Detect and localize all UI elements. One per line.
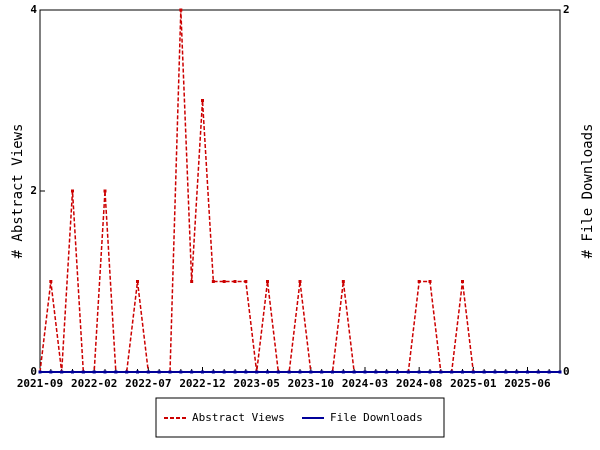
y-tick-label: 0 xyxy=(30,365,37,378)
point xyxy=(504,370,508,374)
point xyxy=(233,370,237,374)
point xyxy=(515,370,519,374)
point xyxy=(190,280,194,283)
point xyxy=(461,370,464,374)
point xyxy=(49,370,53,374)
point xyxy=(201,99,204,102)
point xyxy=(406,370,410,374)
point xyxy=(136,280,139,283)
point xyxy=(71,370,74,374)
point xyxy=(125,370,129,374)
series-line xyxy=(39,9,560,373)
point xyxy=(396,370,399,374)
point xyxy=(233,280,237,283)
y2-tick-label: 0 xyxy=(563,365,570,378)
point xyxy=(461,280,464,283)
point xyxy=(374,370,378,374)
point xyxy=(439,370,443,374)
x-tick-label: 2023-10 xyxy=(288,377,334,390)
point xyxy=(168,370,172,374)
point xyxy=(146,370,150,374)
x-tick-label: 2022-02 xyxy=(71,377,117,390)
plot-frame xyxy=(39,9,561,373)
point xyxy=(276,370,280,374)
point xyxy=(385,370,389,374)
point xyxy=(179,370,183,374)
point xyxy=(547,370,551,374)
point xyxy=(266,370,269,374)
x-tick-label: 2024-03 xyxy=(342,377,388,390)
point xyxy=(190,370,194,374)
point xyxy=(341,370,345,374)
point xyxy=(103,370,107,374)
x-tick-label: 2021-09 xyxy=(17,377,63,390)
point xyxy=(222,370,226,374)
point xyxy=(493,370,497,374)
point xyxy=(331,370,334,374)
point xyxy=(179,8,183,12)
point xyxy=(341,280,345,283)
point xyxy=(211,370,215,374)
point xyxy=(417,280,421,283)
point xyxy=(417,370,421,374)
point xyxy=(157,370,161,374)
point xyxy=(60,370,64,374)
point xyxy=(211,280,215,283)
point xyxy=(450,370,454,374)
y-tick-label: 4 xyxy=(30,3,37,16)
x-tick-label: 2024-08 xyxy=(396,377,442,390)
point xyxy=(320,370,324,374)
point xyxy=(222,280,226,283)
point xyxy=(536,370,540,374)
point xyxy=(38,370,42,374)
point xyxy=(71,189,74,193)
x-tick-label: 2025-01 xyxy=(450,377,497,390)
point xyxy=(428,370,432,374)
point xyxy=(352,370,356,374)
point xyxy=(244,280,248,283)
y-axis-title: # Abstract Views xyxy=(10,124,26,259)
point xyxy=(201,370,204,374)
x-tick-label: 2025-06 xyxy=(504,377,551,390)
y2-axis-title: # File Downloads xyxy=(580,124,596,259)
point xyxy=(114,370,118,374)
point xyxy=(471,370,475,374)
point xyxy=(136,370,139,374)
legend-label: Abstract Views xyxy=(192,411,285,424)
point xyxy=(363,370,367,374)
legend-box xyxy=(155,397,445,438)
point xyxy=(558,370,562,374)
point xyxy=(49,280,53,283)
point xyxy=(298,370,302,374)
y2-tick-label: 2 xyxy=(563,3,570,16)
point xyxy=(482,370,486,374)
y-tick-label: 2 xyxy=(30,184,37,197)
point xyxy=(526,370,529,374)
x-tick-label: 2023-05 xyxy=(233,377,279,390)
x-tick-label: 2022-12 xyxy=(179,377,225,390)
point xyxy=(287,370,291,374)
x-tick-label: 2022-07 xyxy=(125,377,171,390)
point xyxy=(428,280,432,283)
point xyxy=(266,280,269,283)
point xyxy=(81,370,85,374)
legend-label: File Downloads xyxy=(330,411,423,424)
point xyxy=(92,370,96,374)
point xyxy=(244,370,248,374)
point xyxy=(309,370,313,374)
point xyxy=(255,370,259,374)
point xyxy=(103,189,107,193)
point xyxy=(298,280,302,283)
